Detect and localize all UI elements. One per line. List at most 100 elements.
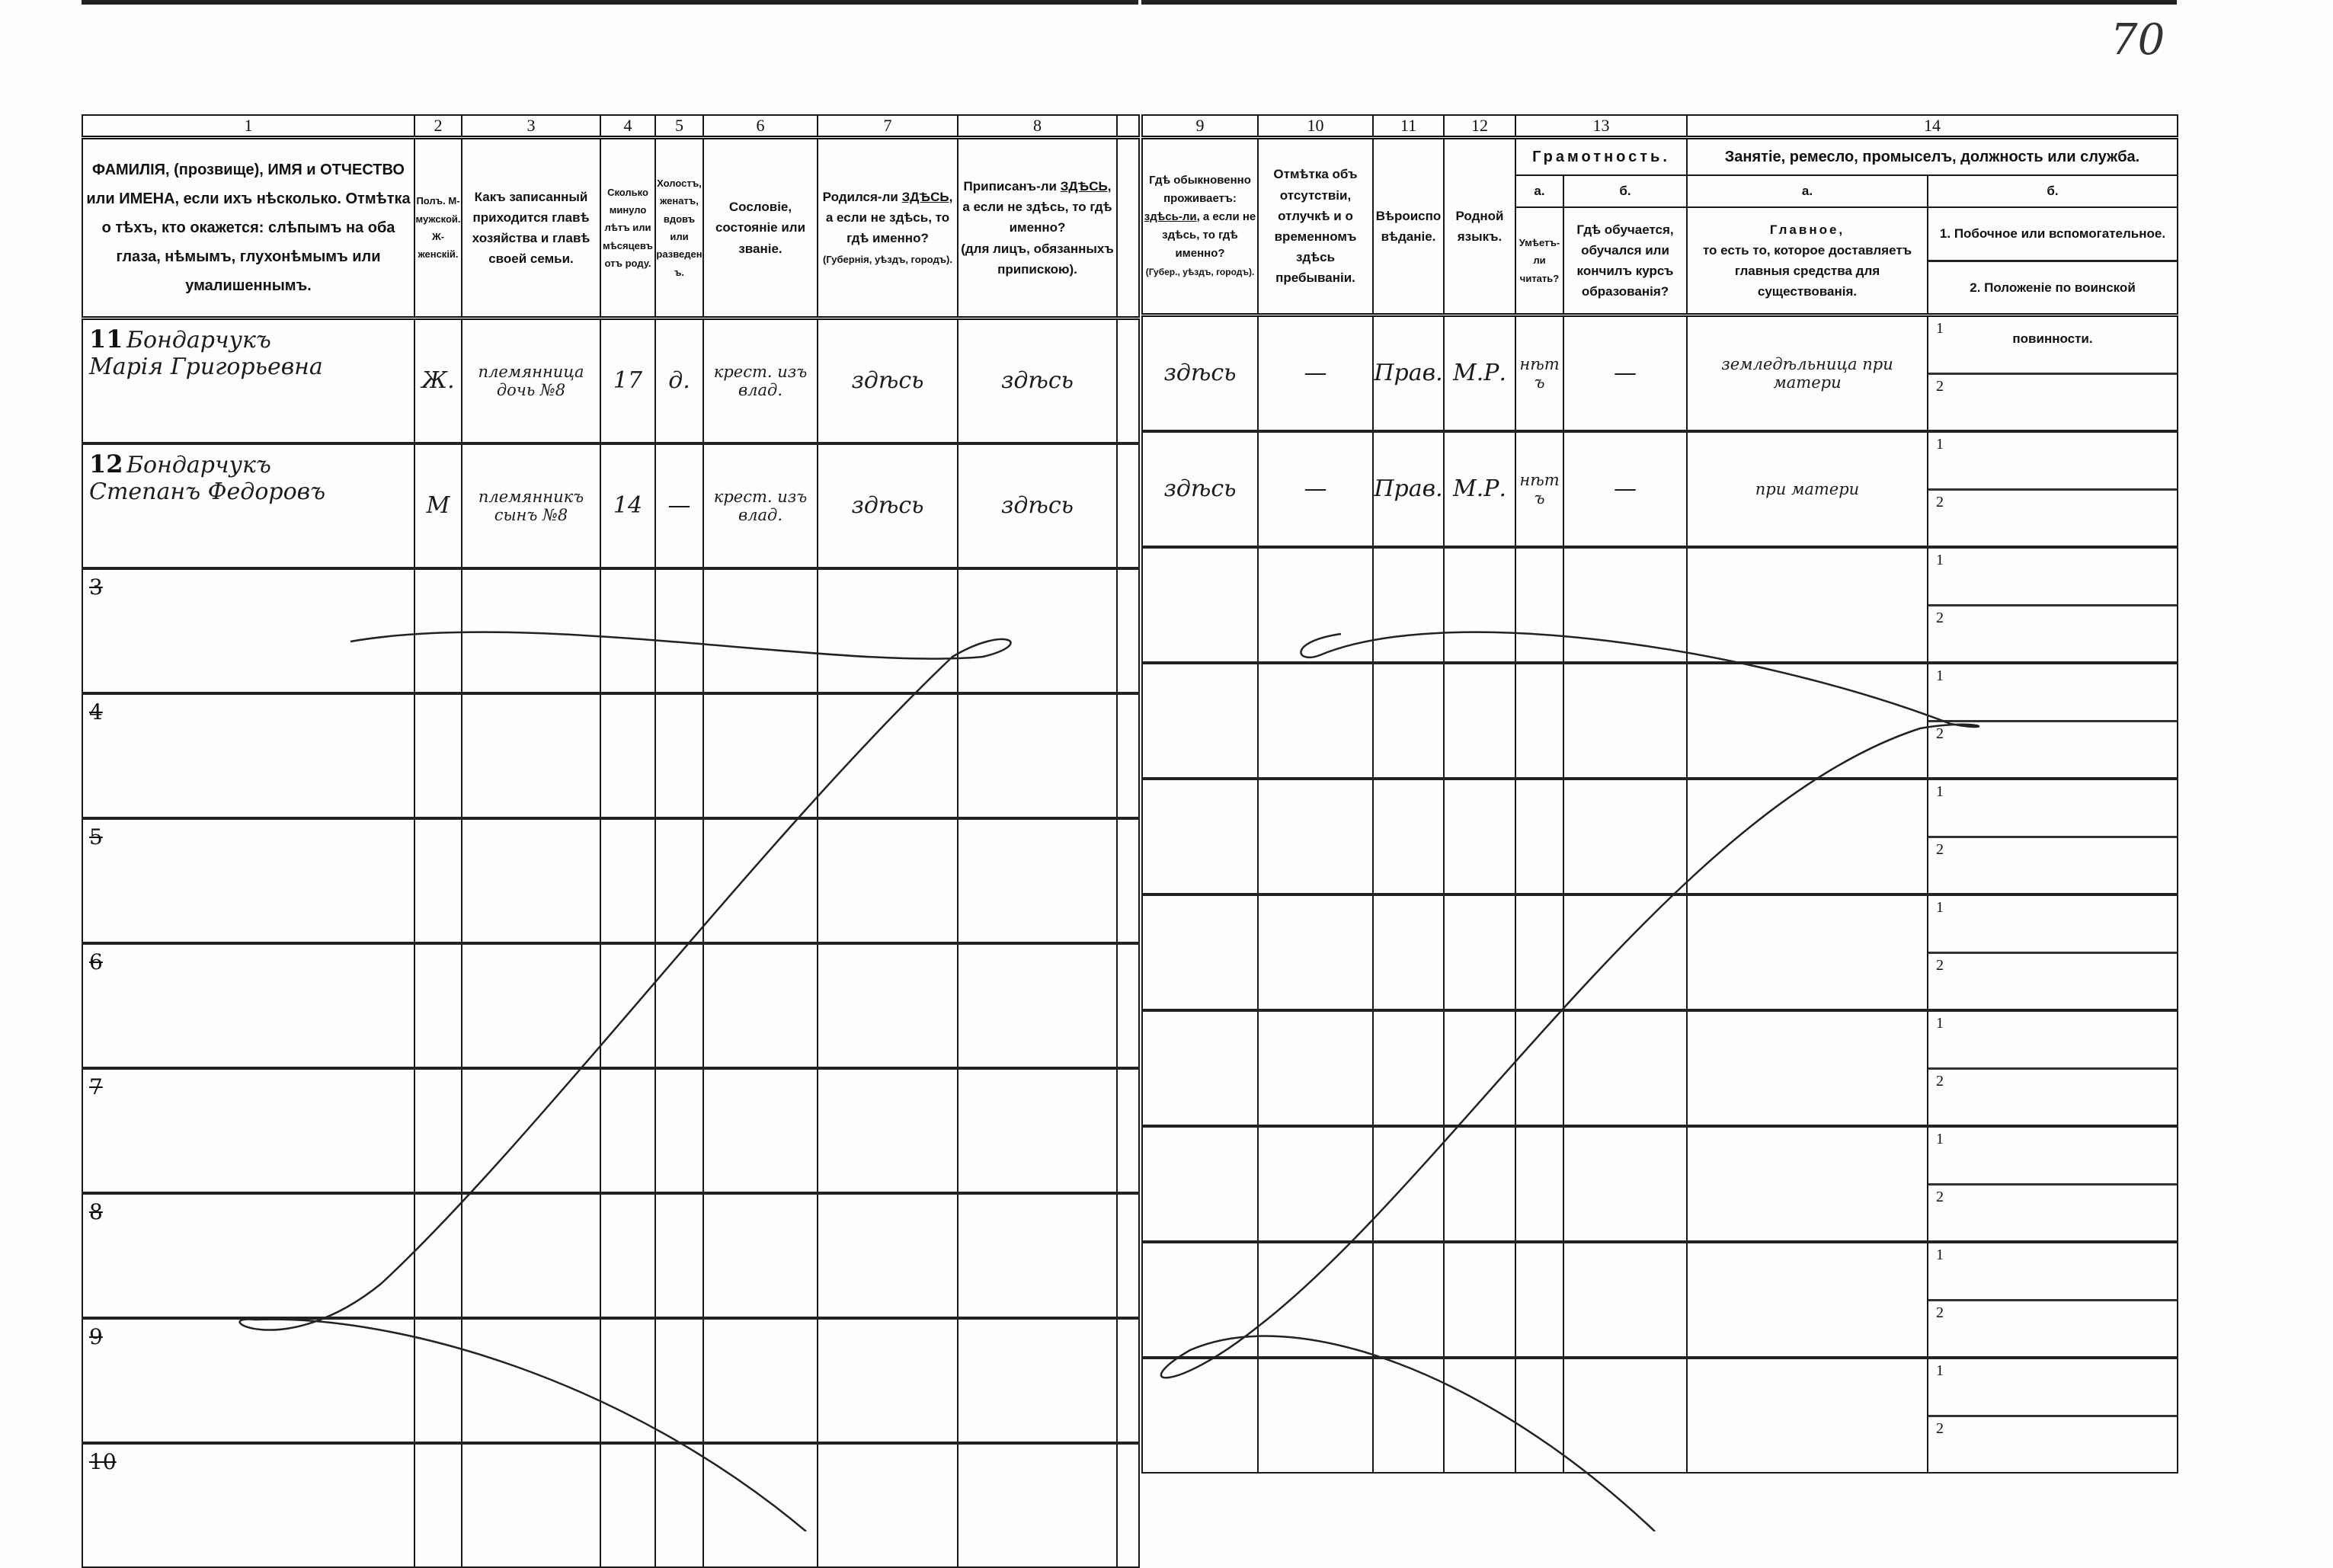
language-value: М.Р. [1453,475,1506,502]
header-blank [1116,136,1140,319]
cell-estate: крест. изъ влад. [702,442,818,569]
header-occ-b: б. [1927,174,2178,208]
name-cell: 3 [82,567,415,694]
born-value: здѣсь [851,366,924,394]
cell-age: 17 [600,316,656,444]
cell-age [600,1067,656,1194]
cell-born [817,1067,958,1194]
cell-marital [654,942,704,1069]
cell-sex [414,942,462,1069]
estate-value: крест. изъ влад. [713,362,808,399]
sub-line-2: 2 [1928,603,2177,662]
cell-marital: д. [654,316,704,444]
cell-sex [414,1067,462,1194]
cell-language [1443,1356,1516,1474]
cell-marital [654,567,704,694]
religion-value: Прав. [1374,475,1443,502]
cell-registered [957,1317,1118,1444]
cell-literate [1515,1356,1564,1474]
cell-absence [1257,546,1374,664]
religion-value: Прав. [1374,359,1443,386]
language-value: М.Р. [1453,359,1506,386]
header-born: Родился-ли ЗДѢСЬ, а если не здѣсь, то гд… [817,136,958,319]
marital-value: д. [668,366,690,394]
sub-line-2: 2 [1928,372,2177,430]
cell-blank [1116,817,1140,944]
cell-born: здѣсь [817,442,958,569]
cell-born [817,567,958,694]
cell-relation [461,567,601,694]
absence-value: — [1304,475,1327,502]
sub-line-2: 2 [1928,951,2177,1010]
name-cell: 4 [82,692,415,819]
sub-line-1: 1 [1936,1362,1944,1379]
education-value: — [1614,359,1637,386]
cell-registered [957,1442,1118,1568]
cell-sex [414,692,462,819]
row-number: 10 [89,1449,117,1474]
cell-absence [1257,777,1374,895]
cell-language [1443,893,1516,1011]
column-number: 11 [1372,114,1445,139]
cell-occupation [1686,893,1928,1011]
cell-blank [1116,692,1140,819]
column-number: 4 [600,114,656,139]
column-number: 8 [957,114,1118,139]
cell-language [1443,546,1516,664]
cell-education [1563,1009,1688,1127]
sub-line-2: 2 [1928,719,2177,778]
cell-born [817,817,958,944]
cell-born: здѣсь [817,316,958,444]
cell-estate [702,567,818,694]
cell-literate [1515,1125,1564,1243]
literate-value: нѣтъ [1519,470,1560,507]
cell-resides: здѣсь [1141,313,1259,432]
cell-occupation [1686,661,1928,779]
cell-absence [1257,1240,1374,1358]
cell-education [1563,1240,1688,1358]
cell-blank [1116,316,1140,444]
header-secondary-military: 1. Побочное или вспомогательное. 2. Поло… [1927,206,2178,346]
cell-relation [461,1317,601,1444]
cell-resides [1141,1356,1259,1474]
cell-resides: здѣсь [1141,430,1259,548]
cell-marital [654,1442,704,1568]
cell-language [1443,661,1516,779]
header-occ-a: а. [1686,174,1928,208]
sub-line-1: 1 [1936,320,1944,337]
name-cell: 9 [82,1317,415,1444]
header-education: Гдѣ обучается, обучался или кончилъ курс… [1563,206,1688,316]
cell-education: — [1563,430,1688,548]
cell-religion: Прав. [1372,430,1445,548]
relation-value: племянница дочь №8 [478,362,584,399]
cell-registered: здѣсь [957,316,1118,444]
cell-education [1563,661,1688,779]
header-literacy-a: а. [1515,174,1564,208]
cell-education [1563,893,1688,1011]
born-value: здѣсь [851,491,924,519]
header-sex: Полъ. М-мужской. Ж-женскій. [414,136,462,319]
cell-estate: крест. изъ влад. [702,316,818,444]
cell-relation [461,1192,601,1319]
cell-occupation [1686,1125,1928,1243]
name-cell: 8 [82,1192,415,1319]
table-row: 4 [82,692,1140,819]
cell-registered [957,1192,1118,1319]
cell-marital [654,1192,704,1319]
cell-registered: здѣсь [957,442,1118,569]
cell-relation [461,942,601,1069]
name-cell: 5 [82,817,415,944]
table-row: здѣсь — Прав. М.Р. нѣтъ — при матери 1 2 [1141,430,2178,548]
column-number: 12 [1443,114,1516,139]
cell-education [1563,777,1688,895]
row-number: 4 [89,699,103,725]
cell-resides [1141,661,1259,779]
